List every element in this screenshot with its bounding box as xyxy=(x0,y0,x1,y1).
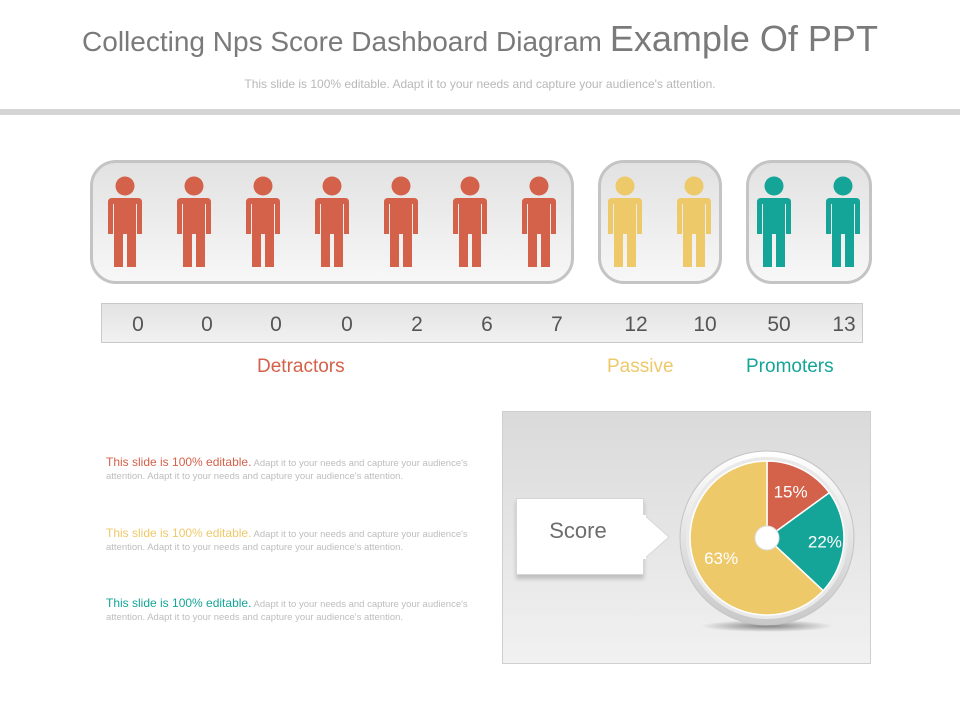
scale-value: 12 xyxy=(624,313,648,336)
description-detractors: This slide is 100% editable. Adapt it to… xyxy=(106,456,476,483)
person-icon xyxy=(757,176,791,267)
description-highlight: This slide is 100% editable. xyxy=(106,526,252,540)
pie-slice-label: 15% xyxy=(774,483,808,502)
pie-labels: 15% 22% 63% xyxy=(704,483,842,568)
description-passive: This slide is 100% editable. Adapt it to… xyxy=(106,527,476,554)
person-icon xyxy=(522,176,556,267)
score-label: Score xyxy=(549,518,607,543)
pie-slice xyxy=(766,460,831,540)
page-title: Collecting Nps Score Dashboard Diagram Ex… xyxy=(0,18,960,60)
score-pie-chart: 15% 22% 63% xyxy=(679,450,855,632)
scale-value: 50 xyxy=(767,313,791,336)
person-icon xyxy=(826,176,860,267)
scale-value: 2 xyxy=(411,313,423,336)
description-body: Adapt it to your needs and capture your … xyxy=(106,529,468,553)
promoters-label: Promoters xyxy=(746,356,834,377)
description-body: Adapt it to your needs and capture your … xyxy=(106,458,468,482)
detractors-label: Detractors xyxy=(257,356,345,377)
person-icon xyxy=(315,176,349,267)
scale-value: 0 xyxy=(201,313,213,336)
score-callout-box xyxy=(516,498,644,575)
pie-center-hole xyxy=(754,525,780,551)
score-scale-bar xyxy=(101,303,863,343)
person-icon xyxy=(246,176,280,267)
person-icon xyxy=(177,176,211,267)
person-icon xyxy=(608,176,642,267)
description-promoters: This slide is 100% editable. Adapt it to… xyxy=(106,597,476,624)
score-callout-arrow xyxy=(643,514,670,560)
passive-label: Passive xyxy=(607,356,674,377)
description-body: Adapt it to your needs and capture your … xyxy=(106,599,468,623)
header-divider xyxy=(0,109,960,115)
description-highlight: This slide is 100% editable. xyxy=(106,596,252,610)
scale-value: 7 xyxy=(551,313,563,336)
person-icon xyxy=(384,176,418,267)
title-accent: Example Of PPT xyxy=(609,18,878,59)
pie-shadow xyxy=(701,620,833,632)
pie-slice xyxy=(765,491,845,592)
scale-value: 6 xyxy=(481,313,493,336)
scale-value: 0 xyxy=(270,313,282,336)
scale-value: 0 xyxy=(132,313,144,336)
description-highlight: This slide is 100% editable. xyxy=(106,455,252,469)
scale-value: 13 xyxy=(832,313,856,336)
page-subtitle: This slide is 100% editable. Adapt it to… xyxy=(244,77,716,91)
pie-slice-label: 63% xyxy=(704,549,738,568)
person-icon xyxy=(108,176,142,267)
title-main: Collecting Nps Score Dashboard Diagram xyxy=(82,26,602,57)
scale-value: 10 xyxy=(693,313,717,336)
person-icon xyxy=(677,176,711,267)
pie-slice-label: 22% xyxy=(808,533,842,552)
scale-value: 0 xyxy=(341,313,353,336)
person-icon xyxy=(453,176,487,267)
